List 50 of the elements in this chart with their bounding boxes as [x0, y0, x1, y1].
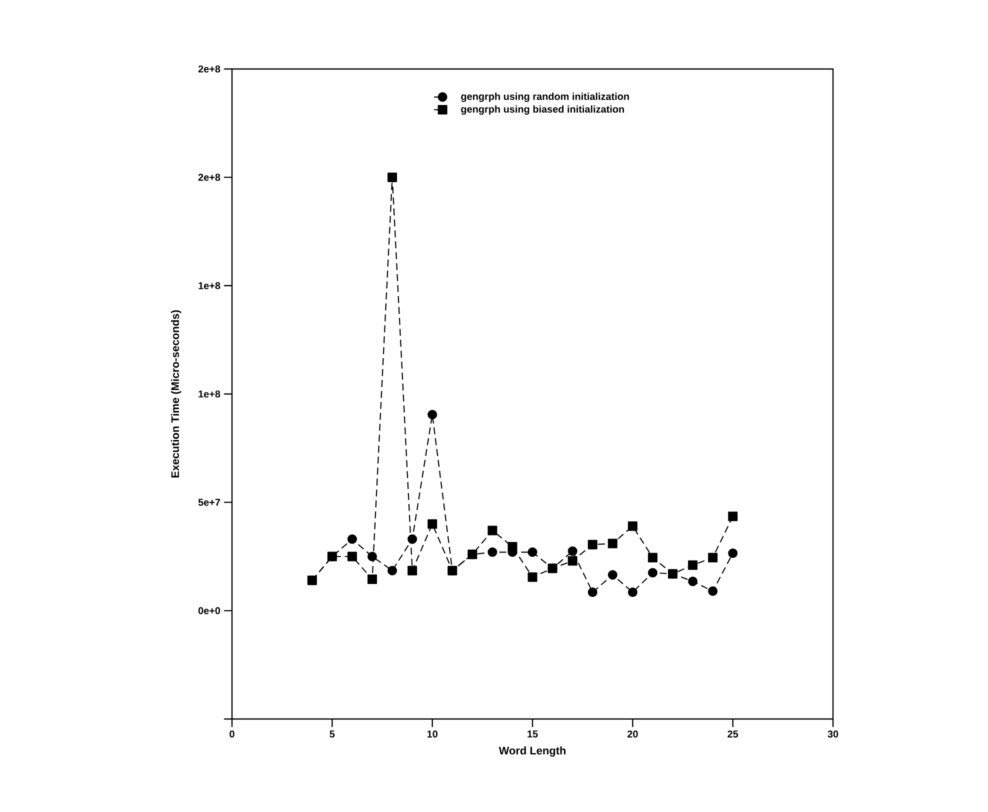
point	[728, 548, 738, 558]
point	[327, 552, 337, 562]
y-tick-label: 5e+7	[198, 498, 220, 506]
point	[708, 552, 718, 562]
point	[508, 542, 518, 552]
point	[488, 526, 498, 536]
point	[688, 576, 698, 586]
point	[488, 547, 498, 557]
x-tick-label: 0	[230, 730, 234, 738]
legend-label: gengrph using random initialization	[461, 92, 629, 102]
x-tick-label: 30	[828, 730, 838, 738]
legend-label: gengrph using biased initialization	[461, 105, 624, 115]
y-tick-label: 1e+8	[198, 390, 220, 398]
y-axis-title: Execution Time (Micro-seconds)	[170, 310, 182, 478]
y-tick-label: 1e+8	[198, 282, 220, 290]
point	[648, 568, 658, 578]
point	[708, 586, 718, 596]
point	[648, 552, 658, 562]
point	[347, 552, 357, 562]
x-axis-title: Word Length	[498, 746, 566, 757]
y-tick-label: 2e+8	[198, 65, 220, 73]
y-tick-label: 2e+8	[198, 174, 220, 181]
point	[428, 410, 438, 420]
point	[347, 534, 357, 544]
point	[588, 587, 598, 597]
x-tick-label: 10	[427, 730, 438, 738]
point	[408, 566, 418, 576]
point	[388, 566, 398, 576]
point	[608, 570, 618, 580]
point	[367, 574, 377, 584]
x-tick-label: 5	[330, 730, 335, 738]
point	[668, 569, 678, 579]
point	[588, 540, 598, 550]
point	[528, 547, 538, 557]
point	[608, 538, 618, 548]
x-tick-label: 20	[627, 730, 638, 738]
point	[628, 587, 638, 597]
point	[568, 556, 578, 566]
point	[688, 560, 698, 570]
point	[388, 172, 398, 182]
point	[367, 552, 377, 562]
x-tick-label: 15	[528, 730, 538, 738]
point	[408, 534, 418, 544]
point	[528, 572, 538, 582]
x-tick-label: 25	[728, 730, 738, 738]
point	[428, 519, 438, 529]
y-tick-label: 0e+0	[198, 607, 220, 614]
point	[728, 512, 738, 522]
point	[628, 521, 638, 531]
point	[568, 546, 578, 556]
